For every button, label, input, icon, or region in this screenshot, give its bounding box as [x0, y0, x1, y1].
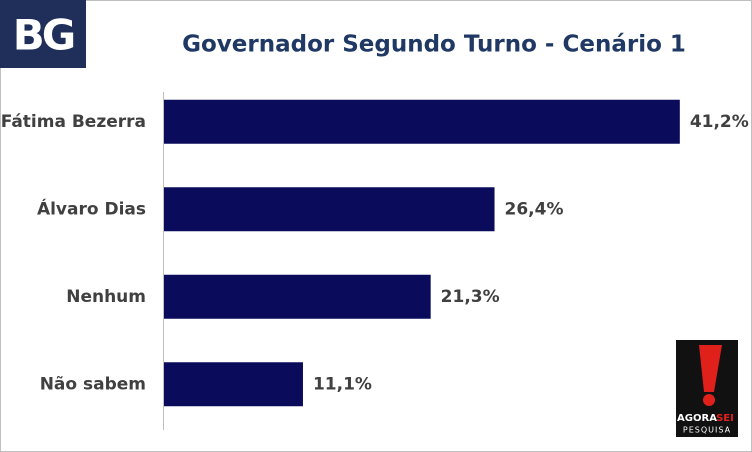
category-label: Nenhum — [66, 287, 146, 307]
logo-text: AGORA — [677, 413, 717, 424]
bar — [164, 187, 495, 232]
value-label: 21,3% — [441, 287, 500, 307]
logo-subtext: PESQUISA — [683, 426, 731, 435]
logo-left: BG — [13, 11, 74, 60]
bar — [164, 274, 431, 319]
bar — [164, 362, 303, 407]
value-label: 26,4% — [505, 199, 564, 219]
category-label: Álvaro Dias — [37, 197, 146, 219]
logo-dot — [703, 394, 715, 406]
category-label: Fátima Bezerra — [1, 112, 146, 132]
logo-left-box — [0, 0, 86, 68]
logo-mark — [699, 345, 722, 392]
value-label: 41,2% — [690, 112, 749, 132]
chart-title: Governador Segundo Turno - Cenário 1 — [182, 32, 686, 58]
logo-right: AGORA SEI PESQUISA — [676, 340, 738, 437]
bar — [164, 99, 680, 144]
value-label: 11,1% — [313, 374, 372, 394]
category-label: Não sabem — [40, 374, 146, 394]
logo-text-accent: SEI — [716, 413, 734, 424]
